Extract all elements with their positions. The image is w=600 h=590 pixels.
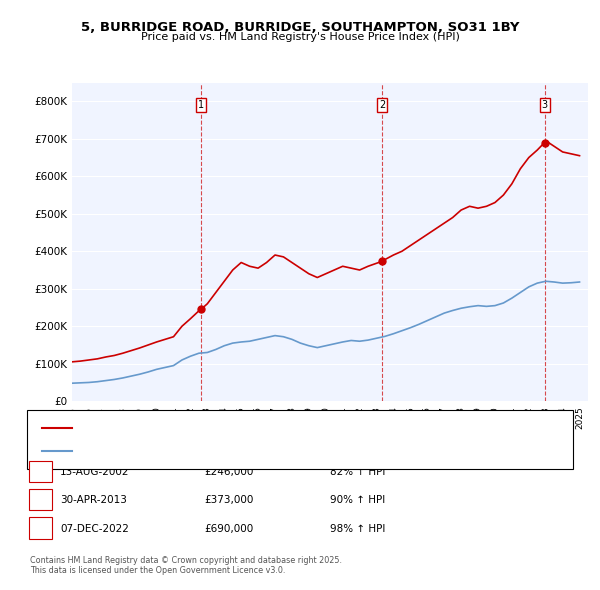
Text: £690,000: £690,000 [204, 524, 253, 533]
Text: 1: 1 [37, 467, 44, 476]
Text: Price paid vs. HM Land Registry's House Price Index (HPI): Price paid vs. HM Land Registry's House … [140, 32, 460, 42]
Text: Contains HM Land Registry data © Crown copyright and database right 2025.
This d: Contains HM Land Registry data © Crown c… [30, 556, 342, 575]
Text: 5, BURRIDGE ROAD, BURRIDGE, SOUTHAMPTON, SO31 1BY: 5, BURRIDGE ROAD, BURRIDGE, SOUTHAMPTON,… [81, 21, 519, 34]
Text: 2: 2 [37, 495, 44, 504]
Text: 07-DEC-2022: 07-DEC-2022 [60, 524, 129, 533]
Text: 98% ↑ HPI: 98% ↑ HPI [330, 524, 385, 533]
Text: 3: 3 [37, 523, 44, 533]
Text: 5, BURRIDGE ROAD, BURRIDGE, SOUTHAMPTON, SO31 1BY (semi-detached house): 5, BURRIDGE ROAD, BURRIDGE, SOUTHAMPTON,… [78, 424, 451, 432]
Text: £246,000: £246,000 [204, 467, 253, 477]
Text: 82% ↑ HPI: 82% ↑ HPI [330, 467, 385, 477]
Text: 30-APR-2013: 30-APR-2013 [60, 496, 127, 505]
Text: 2: 2 [379, 100, 385, 110]
Text: 1: 1 [198, 100, 204, 110]
Text: 3: 3 [541, 100, 548, 110]
Text: HPI: Average price, semi-detached house, Fareham: HPI: Average price, semi-detached house,… [78, 447, 309, 455]
Text: 90% ↑ HPI: 90% ↑ HPI [330, 496, 385, 505]
Text: £373,000: £373,000 [204, 496, 253, 505]
Text: 13-AUG-2002: 13-AUG-2002 [60, 467, 130, 477]
